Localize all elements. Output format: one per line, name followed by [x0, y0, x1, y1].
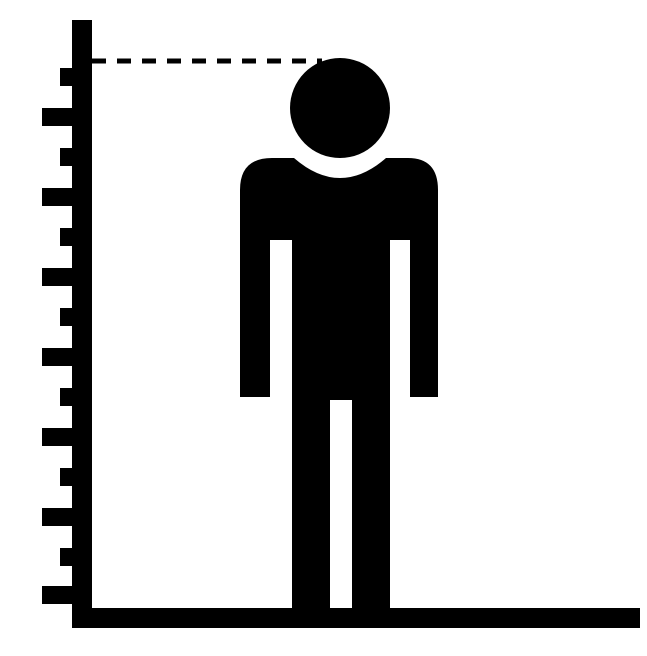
- person-left-leg: [292, 396, 330, 610]
- ruler-baseline: [72, 608, 640, 628]
- person-right-arm: [410, 236, 438, 397]
- ruler-tick-short: [60, 228, 76, 246]
- ruler-tick-short: [60, 468, 76, 486]
- person-left-arm: [240, 236, 270, 397]
- person-torso: [292, 236, 390, 400]
- ruler-tick-long: [42, 586, 76, 604]
- ruler-tick-short: [60, 68, 76, 86]
- ruler-tick-long: [42, 508, 76, 526]
- height-ruler: [42, 20, 640, 628]
- ruler-tick-long: [42, 188, 76, 206]
- ruler-vertical-axis: [72, 20, 92, 628]
- ruler-tick-short: [60, 308, 76, 326]
- person-right-leg: [352, 396, 390, 610]
- person-figure: [240, 58, 438, 610]
- person-shoulders: [240, 158, 438, 240]
- ruler-tick-long: [42, 348, 76, 366]
- ruler-tick-short: [60, 148, 76, 166]
- ruler-tick-long: [42, 268, 76, 286]
- ruler-tick-long: [42, 428, 76, 446]
- ruler-tick-short: [60, 548, 76, 566]
- ruler-tick-short: [60, 388, 76, 406]
- person-head: [290, 58, 390, 158]
- ruler-tick-long: [42, 108, 76, 126]
